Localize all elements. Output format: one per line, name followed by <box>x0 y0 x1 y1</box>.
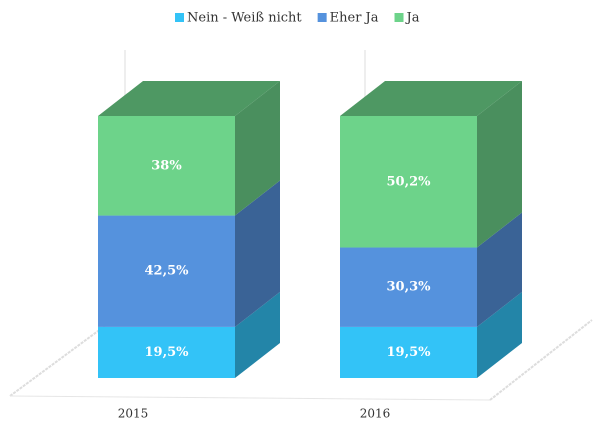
legend: Nein - Weiß nicht Eher Ja Ja <box>175 11 420 26</box>
bars: 19,5% 42,5% 38% 2015 19,5% 30,3% 50,2% 2016 <box>98 81 522 421</box>
bar-side <box>477 212 522 327</box>
bar-side <box>235 180 280 327</box>
bar-segment <box>340 116 477 248</box>
data-label: 50,2% <box>386 174 431 189</box>
bar-segment <box>98 215 235 327</box>
data-label: 19,5% <box>144 345 189 360</box>
x-tick-label: 2016 <box>360 407 391 421</box>
bar-segment <box>98 116 235 216</box>
bar-segment <box>340 247 477 327</box>
legend-label: Nein - Weiß nicht <box>187 11 302 26</box>
bar-side <box>235 291 280 378</box>
data-label: 42,5% <box>144 264 189 279</box>
legend-swatch <box>317 13 327 22</box>
data-label: 19,5% <box>386 345 431 360</box>
legend-swatch <box>175 13 184 22</box>
bar-side <box>477 81 522 248</box>
x-tick-label: 2015 <box>118 407 149 421</box>
bar-top <box>340 81 522 116</box>
legend-label: Ja <box>405 11 420 26</box>
bar-top <box>98 81 280 116</box>
data-label: 38% <box>151 158 182 173</box>
legend-swatch <box>394 13 404 22</box>
bar-segment <box>98 326 235 378</box>
legend-label: Eher Ja <box>330 11 379 26</box>
bar-side <box>235 81 280 216</box>
bar-segment <box>340 326 477 378</box>
bar-side <box>477 291 522 378</box>
data-label: 30,3% <box>386 280 431 295</box>
